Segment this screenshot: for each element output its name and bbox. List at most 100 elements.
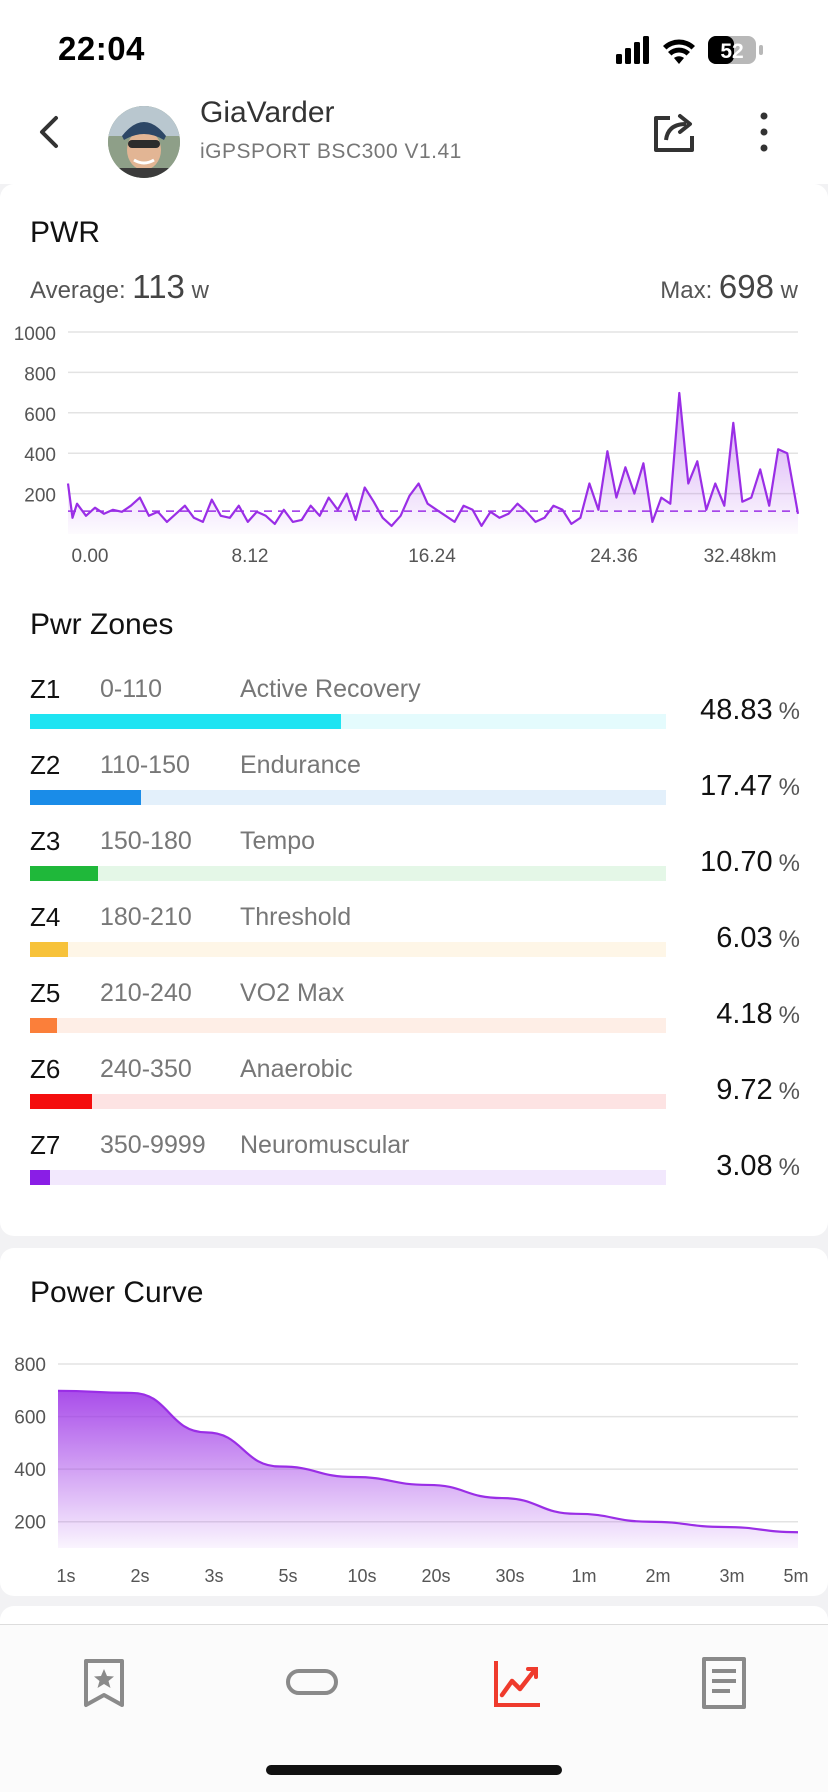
back-arrow-icon[interactable] [30,110,70,154]
zone-bar-track [30,866,666,881]
zone-percent-value: 48.83 [700,694,773,726]
zone-percent: 6.03% [640,922,800,955]
cellular-signal-icon [616,36,649,64]
zone-bar-fill [30,790,142,805]
zone-name: Threshold [240,903,352,931]
y-tick-label: 600 [24,405,56,426]
avatar[interactable] [108,106,180,178]
x-tick-label: 20s [421,1566,450,1586]
zone-bar-fill [30,714,341,729]
zone-bar-fill [30,942,69,957]
x-tick-label: 24.36 [590,546,638,567]
user-photo-icon [108,106,180,178]
pwr-average: Average: 113 w [30,268,209,306]
x-tick-label: 3s [204,1566,223,1586]
zone-range: 0-110 [100,675,163,703]
max-label: Max: [660,277,713,304]
tab-analysis-icon[interactable] [490,1655,546,1711]
pwr-area [68,393,798,534]
zone-range: 210-240 [100,979,192,1007]
tab-details-icon[interactable] [696,1655,752,1711]
zone-bar-track [30,714,666,729]
x-tick-label: 1m [571,1566,596,1586]
pwr-chart[interactable]: 200 400 600 800 1000 0.00 8.12 16.24 24.36 32.48k… [0,314,828,574]
zone-id: Z3 [30,826,61,856]
more-options-icon[interactable] [752,110,776,154]
zone-range: 350-9999 [100,1131,206,1159]
zones-title: Pwr Zones [30,608,174,641]
power-curve-line [57,1389,799,1534]
zone-bar-fill [30,866,99,881]
x-tick-label: 0.00 [72,546,109,567]
zone-range: 150-180 [100,827,192,855]
x-tick-label: 30s [495,1566,524,1586]
home-indicator [266,1765,562,1775]
zone-percent-value: 4.18 [716,998,773,1030]
battery-level: 52 [720,40,743,63]
activity-header: GiaVarder iGPSPORT BSC300 V1.41 [0,88,828,184]
zone-bar-track [30,790,666,805]
average-label: Average: [30,277,126,304]
average-unit: w [191,277,209,304]
tab-bar [0,1624,828,1792]
y-tick-label: 200 [24,486,56,507]
power-curve-card: Power Curve 200 400 600 800 1s 2s 3s 5s 10s 20s 30… [0,1248,828,1596]
user-name: GiaVarder [200,96,335,129]
zone-bar-track [30,1094,666,1109]
zone-id: Z2 [30,750,61,780]
y-tick-label: 600 [14,1408,46,1429]
tab-bookmark-icon[interactable] [76,1655,132,1711]
zone-name: Endurance [240,751,361,779]
zone-row-z3: Z3 150-180 Tempo 10.70% [30,826,800,902]
zone-name: Active Recovery [240,675,421,703]
zone-row-z6: Z6 240-350 Anaerobic 9.72% [30,1054,800,1130]
zone-percent-symbol: % [778,1078,800,1105]
zone-percent-value: 17.47 [700,770,773,802]
zone-range: 240-350 [100,1055,192,1083]
y-tick-label: 800 [24,364,56,385]
x-tick-label: 2m [645,1566,670,1586]
power-curve-area [58,1390,798,1548]
x-tick-label: 5s [278,1566,297,1586]
zone-range: 110-150 [100,751,190,779]
zone-percent: 10.70% [640,846,800,879]
zone-percent-symbol: % [778,926,800,953]
zone-row-z1: Z1 0-110 Active Recovery 48.83% [30,674,800,750]
y-tick-label: 1000 [14,324,56,345]
zone-percent-value: 9.72 [716,1074,773,1106]
average-value: 113 [132,268,185,305]
zone-bar-fill [30,1170,50,1185]
zone-percent-symbol: % [778,1154,800,1181]
zone-percent-symbol: % [778,850,800,877]
curve-title: Power Curve [30,1276,204,1309]
zone-range: 180-210 [100,903,192,931]
max-unit: w [780,277,798,304]
zone-percent: 4.18% [640,998,800,1031]
max-value: 698 [718,268,774,305]
zone-name: Tempo [240,827,316,855]
status-icons: 52 [616,36,763,64]
zone-bar-fill [30,1018,57,1033]
zone-id: Z4 [30,902,61,932]
y-tick-label: 800 [14,1355,46,1376]
device-name: iGPSPORT BSC300 V1.41 [200,140,462,163]
y-tick-label: 400 [14,1460,46,1481]
zone-row-z7: Z7 350-9999 Neuromuscular 3.08% [30,1130,800,1206]
zone-percent-value: 3.08 [716,1150,773,1182]
share-icon[interactable] [652,110,698,154]
pwr-title: PWR [30,216,100,249]
power-curve-chart[interactable]: 200 400 600 800 1s 2s 3s 5s 10s 20s 30s 1m 2m 3m 5m [0,1348,828,1588]
zone-name: Anaerobic [240,1055,353,1083]
zone-percent-symbol: % [778,698,800,725]
zone-row-z5: Z5 210-240 VO2 Max 4.18% [30,978,800,1054]
zone-id: Z1 [30,674,61,704]
zone-percent-value: 6.03 [716,922,773,954]
zone-row-z4: Z4 180-210 Threshold 6.03% [30,902,800,978]
x-tick-label: 2s [130,1566,149,1586]
pwr-series-line [66,391,800,527]
zone-percent-symbol: % [778,774,800,801]
tab-route-icon[interactable] [284,1655,340,1711]
pwr-max: Max: 698 w [660,268,798,306]
power-card: PWR Average: 113 w Max: 698 w 200 400 600 8… [0,184,828,1236]
x-tick-label: 3m [719,1566,744,1586]
